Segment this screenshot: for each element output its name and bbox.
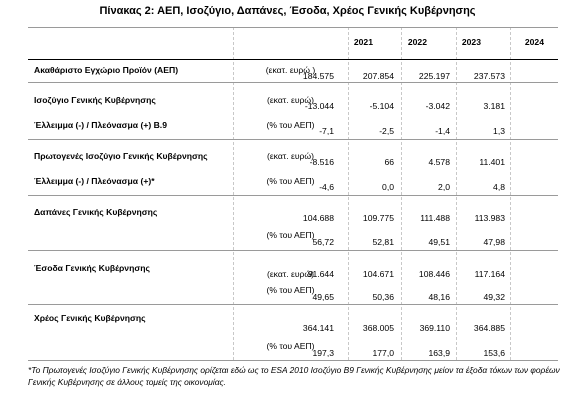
- row-unit: (εκατ. ευρώ ): [265, 65, 316, 75]
- table-cell: 197,3: [312, 348, 334, 358]
- table-cell: 4,8: [493, 182, 505, 192]
- table-rule: [28, 82, 558, 83]
- table-cell: 50,36: [372, 292, 394, 302]
- column-divider: [510, 27, 511, 360]
- table-cell: 52,81: [372, 237, 394, 247]
- year-header: 2024: [524, 37, 544, 47]
- table-cell: 153,6: [483, 348, 505, 358]
- table-cell: 49,65: [312, 292, 334, 302]
- row-unit: (% του ΑΕΠ): [266, 230, 315, 240]
- row-label: Έλλειμμα (-) / Πλεόνασμα (+)*: [34, 176, 155, 186]
- row-label: Πρωτογενές Ισοζύγιο Γενικής Κυβέρνησης: [34, 151, 208, 161]
- table-cell: 1,3: [493, 126, 505, 136]
- table-cell: 91.644: [307, 269, 334, 279]
- table-cell: 66: [384, 157, 394, 167]
- column-divider: [401, 27, 402, 360]
- row-unit: (εκατ. ευρώ): [266, 269, 314, 279]
- row-label: Έσοδα Γενικής Κυβέρνησης: [34, 263, 150, 273]
- row-unit: (% του ΑΕΠ): [266, 341, 315, 351]
- row-label: Χρέος Γενικής Κυβέρνησης: [34, 313, 146, 323]
- row-unit: (εκατ. ευρώ): [266, 95, 314, 105]
- table-cell: 177,0: [372, 348, 394, 358]
- table-cell: -8.516: [309, 157, 334, 167]
- table-cell: 225.197: [418, 71, 450, 81]
- table-cell: 0,0: [382, 182, 394, 192]
- table-cell: 163,9: [428, 348, 450, 358]
- table-rule: [28, 139, 558, 140]
- table-rule: [28, 304, 558, 305]
- table-cell: 104.688: [302, 213, 334, 223]
- row-label: Ακαθάριστο Εγχώριο Προϊόν (ΑΕΠ): [34, 65, 179, 75]
- table-cell: -4,6: [319, 182, 334, 192]
- table-cell: 369.110: [419, 323, 450, 333]
- table-rule: [28, 250, 558, 251]
- table-cell: 109.775: [362, 213, 394, 223]
- table-cell: 108.446: [418, 269, 450, 279]
- row-label: Ισοζύγιο Γενικής Κυβέρνησης: [34, 95, 156, 105]
- table-cell: -13.044: [304, 101, 334, 111]
- table-cell: 2,0: [438, 182, 450, 192]
- row-unit: (εκατ. ευρώ): [266, 151, 314, 161]
- row-unit: (% του ΑΕΠ): [266, 176, 315, 186]
- table-cell: 48,16: [428, 292, 450, 302]
- table-cell: 3.181: [483, 101, 505, 111]
- year-header: 2021: [353, 37, 373, 47]
- row-unit: (% του ΑΕΠ): [266, 285, 315, 295]
- column-divider: [456, 27, 457, 360]
- table-cell: 104.671: [362, 269, 394, 279]
- table-cell: -7,1: [319, 126, 334, 136]
- data-table: 2021 2022 2023 2024 Ακαθάριστο Εγχώριο Π…: [28, 27, 558, 361]
- table-cell: 4.578: [428, 157, 450, 167]
- table-rule: [28, 360, 558, 361]
- table-rule: [28, 195, 558, 196]
- table-cell: 49,32: [483, 292, 505, 302]
- table-cell: 368.005: [362, 323, 394, 333]
- table-cell: 47,98: [483, 237, 505, 247]
- table-cell: 184.575: [302, 71, 334, 81]
- table-cell: 364.141: [302, 323, 334, 333]
- table-title: Πίνακας 2: ΑΕΠ, Ισοζύγιο, Δαπάνες, Έσοδα…: [99, 5, 476, 17]
- table-cell: 11.401: [479, 157, 505, 167]
- column-divider: [348, 27, 349, 360]
- row-label: Δαπάνες Γενικής Κυβέρνησης: [34, 207, 158, 217]
- table-cell: -2,5: [379, 126, 394, 136]
- row-unit: (% του ΑΕΠ): [266, 120, 315, 130]
- table-cell: 49,51: [428, 237, 450, 247]
- table-cell: 117.164: [474, 269, 505, 279]
- table-cell: 56,72: [312, 237, 334, 247]
- table-rule: [28, 59, 558, 60]
- year-header: 2022: [407, 37, 427, 47]
- table-cell: -1,4: [435, 126, 450, 136]
- table-cell: -5.104: [369, 101, 394, 111]
- table-cell: 113.983: [474, 213, 505, 223]
- row-label: Έλλειμμα (-) / Πλεόνασμα (+) Β.9: [34, 120, 167, 130]
- table-cell: 364.885: [473, 323, 505, 333]
- table-rule: [28, 27, 558, 28]
- year-header: 2023: [461, 37, 481, 47]
- footnote: *Το Πρωτογενές Ισοζύγιο Γενικής Κυβέρνησ…: [28, 365, 560, 387]
- table-cell: -3.042: [425, 101, 450, 111]
- column-divider: [233, 27, 234, 360]
- table-cell: 207.854: [362, 71, 394, 81]
- table-cell: 111.488: [420, 213, 450, 223]
- table-cell: 237.573: [473, 71, 505, 81]
